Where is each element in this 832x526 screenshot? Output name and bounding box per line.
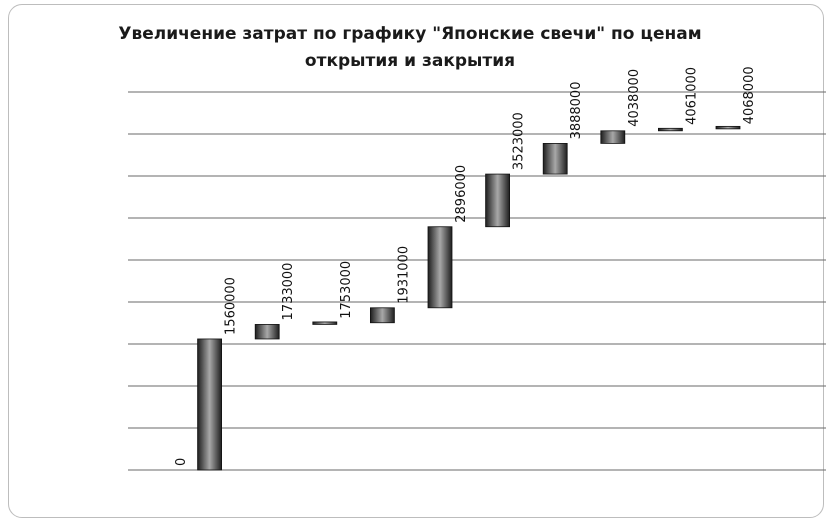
candle-bar xyxy=(312,321,338,325)
data-label: 4068000 xyxy=(742,66,757,124)
candles xyxy=(197,125,741,471)
candle-bar xyxy=(485,173,511,228)
candle-bar xyxy=(197,338,223,471)
data-label: 1753000 xyxy=(339,261,354,319)
gridlines xyxy=(128,91,826,471)
data-label: 4038000 xyxy=(627,69,642,127)
data-label: 1560000 xyxy=(224,277,239,335)
chart-area xyxy=(8,4,824,518)
data-labels: 0 1560000 1733000 1753000 1931000 2896000 3523… xyxy=(174,66,757,466)
data-label: 3888000 xyxy=(569,82,584,140)
candle-bar xyxy=(542,143,568,175)
candle-bar xyxy=(427,226,453,309)
data-label: 3523000 xyxy=(512,112,527,170)
data-label: 2896000 xyxy=(454,165,469,223)
data-label: 1931000 xyxy=(396,246,411,304)
candle-bar xyxy=(715,125,741,130)
data-label: 4061000 xyxy=(684,67,699,125)
candle-bar xyxy=(254,324,280,340)
candle-bar xyxy=(600,130,626,144)
chart-title-line-2: открытия и закрытия xyxy=(304,51,516,71)
chart-title-line-1: Увеличение затрат по графику "Японские с… xyxy=(118,24,702,44)
candle-bar xyxy=(658,127,683,132)
data-label: 0 xyxy=(174,458,189,466)
data-label: 1733000 xyxy=(281,263,296,321)
candle-bar xyxy=(369,307,395,324)
